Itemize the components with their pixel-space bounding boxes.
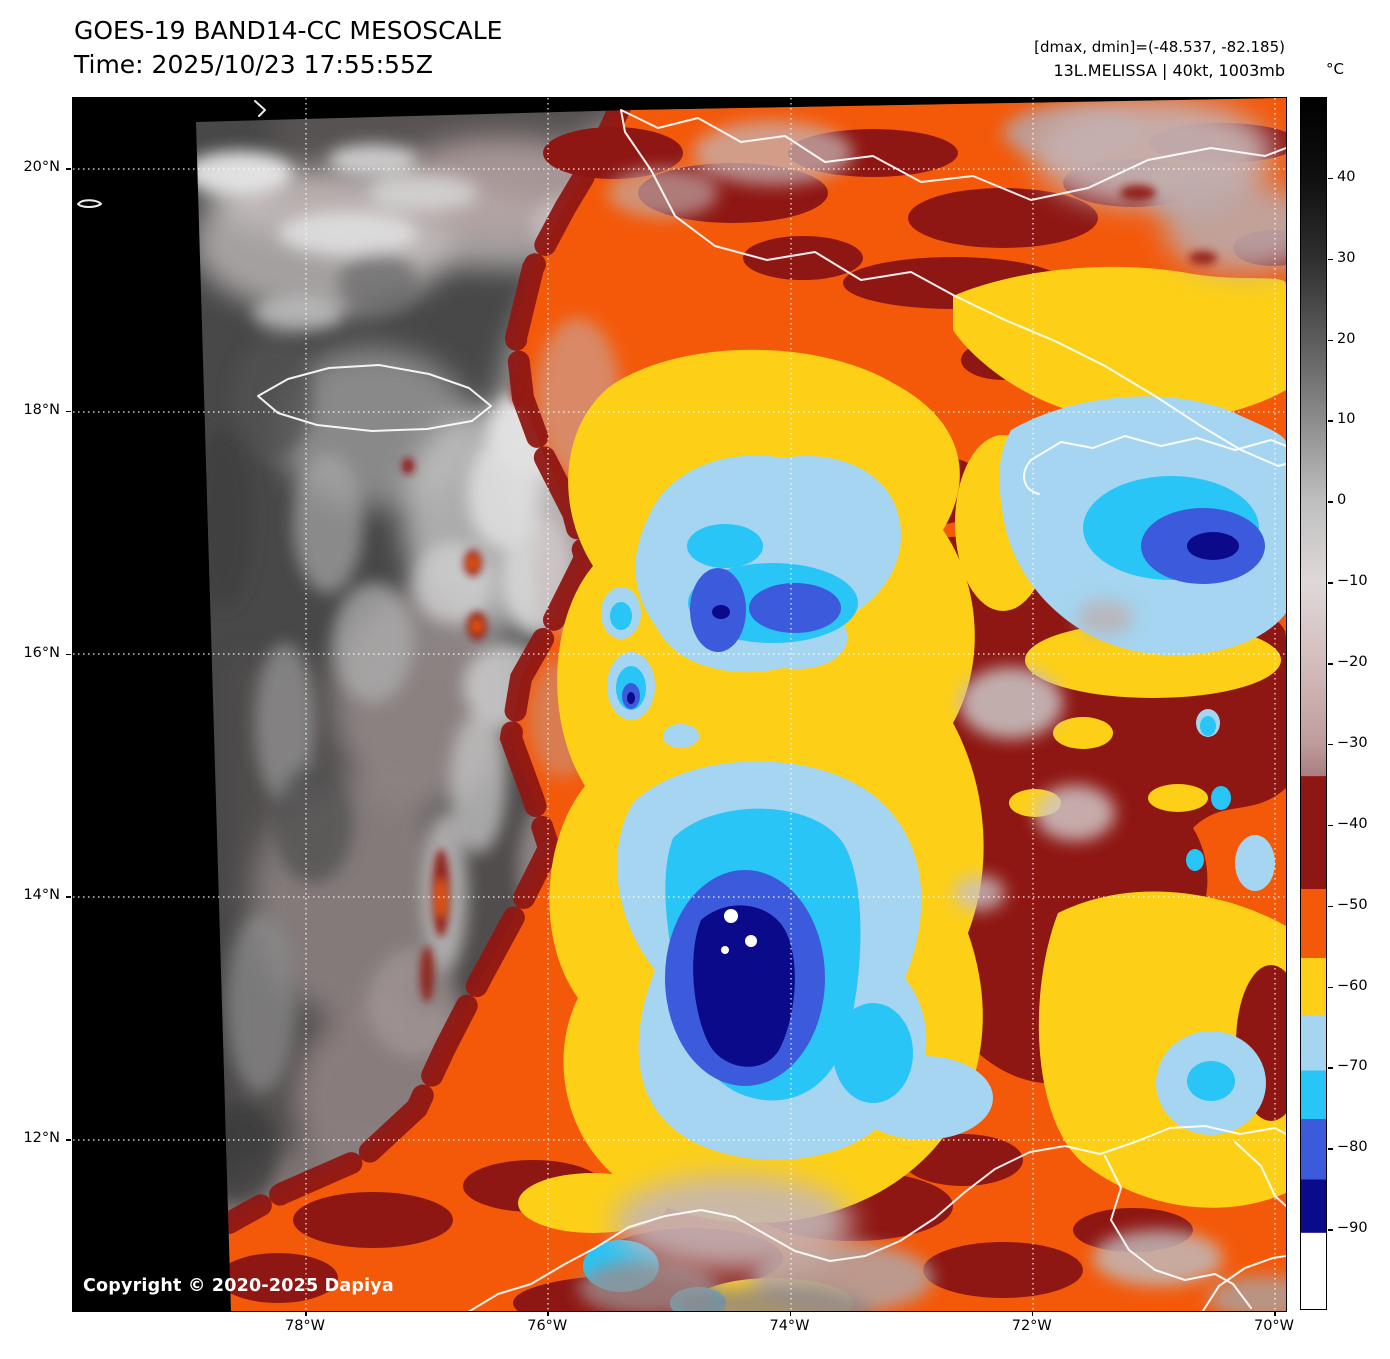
lat-tick-mark — [66, 1139, 71, 1141]
satellite-map: Copyright © 2020-2025 Dapiya — [72, 97, 1287, 1312]
storm-info: 13L.MELISSA | 40kt, 1003mb — [1053, 61, 1285, 80]
colorbar-tick-label: −30 — [1337, 734, 1368, 751]
copyright-text: Copyright © 2020-2025 Dapiya — [83, 1276, 394, 1296]
lat-tick-mark — [66, 410, 71, 413]
lat-tick-label: 12°N — [23, 1130, 60, 1146]
colorbar-tick-label: 40 — [1337, 168, 1356, 185]
info-text: [dmax, dmin]=(-48.537, -82.185) 13L.MELI… — [845, 36, 1285, 82]
lon-tick-label: 70°W — [1253, 1318, 1295, 1334]
lon-tick-label: 74°W — [769, 1318, 810, 1334]
lon-tick-mark — [1031, 1311, 1034, 1316]
colorbar-unit-label: °C — [1326, 60, 1344, 78]
colorbar-tick-label: −90 — [1337, 1220, 1368, 1237]
lon-tick-mark — [789, 1311, 791, 1316]
colorbar-tick-label: −50 — [1337, 896, 1368, 913]
colorbar-tick-label: −70 — [1337, 1058, 1368, 1075]
colorbar-tick-label: −10 — [1337, 573, 1368, 590]
satellite-imagery — [73, 98, 1286, 1311]
lon-tick-mark — [305, 1311, 307, 1316]
colorbar-axis: 40 30 20 10 0 −10 −20 −30 −40 −50 −60 −70 −80 −90 — [1327, 97, 1389, 1310]
colorbar-tick-mark — [1328, 339, 1333, 342]
colorbar-tick-mark — [1328, 501, 1333, 503]
colorbar-tick-mark — [1328, 1148, 1333, 1150]
colorbar-tick-mark — [1328, 258, 1333, 261]
longitude-axis: 78°W 76°W 74°W 72°W 70°W — [72, 1311, 1294, 1355]
colorbar-tick-label: −20 — [1337, 654, 1368, 671]
colorbar-tick-mark — [1328, 986, 1333, 989]
lon-tick-label: 78°W — [284, 1318, 326, 1334]
lat-tick-mark — [66, 653, 71, 655]
lat-tick-label: 20°N — [23, 159, 60, 175]
colorbar-tick-mark — [1328, 905, 1333, 908]
header-text: GOES-19 BAND14-CC MESOSCALE Time: 2025/1… — [74, 14, 502, 82]
colorbar — [1300, 97, 1327, 1310]
colorbar-tick-label: 10 — [1337, 411, 1356, 428]
lon-tick-mark — [1274, 1311, 1276, 1316]
lat-tick-label: 18°N — [23, 401, 60, 418]
colorbar-tick-label: −40 — [1337, 815, 1368, 832]
colorbar-tick-mark — [1328, 582, 1333, 584]
lat-tick-label: 16°N — [23, 644, 60, 661]
page-title: GOES-19 BAND14-CC MESOSCALE — [74, 16, 503, 45]
colorbar-tick-mark — [1328, 743, 1333, 746]
lat-tick-label: 14°N — [23, 887, 60, 904]
lon-tick-mark — [547, 1311, 549, 1316]
lat-tick-mark — [66, 896, 71, 898]
timestamp: Time: 2025/10/23 17:55:55Z — [74, 50, 433, 79]
lat-tick-mark — [66, 168, 71, 170]
lon-tick-label: 76°W — [527, 1318, 568, 1334]
colorbar-tick-mark — [1328, 824, 1333, 827]
colorbar-tick-mark — [1328, 663, 1333, 665]
colorbar-tick-label: −60 — [1337, 977, 1368, 994]
dmax-dmin-value: [dmax, dmin]=(-48.537, -82.185) — [1034, 38, 1285, 56]
colorbar-tick-label: −80 — [1337, 1139, 1368, 1156]
colorbar-tick-mark — [1328, 1229, 1333, 1231]
colorbar-tick-label: 20 — [1337, 330, 1356, 347]
colorbar-tick-label: 30 — [1337, 249, 1356, 266]
coastlines — [77, 100, 1286, 1311]
lon-tick-label: 72°W — [1011, 1318, 1052, 1334]
latitude-axis: 20°N 18°N 16°N 14°N 12°N — [0, 97, 72, 1310]
graticule — [73, 98, 1286, 1311]
colorbar-tick-mark — [1328, 1067, 1333, 1069]
colorbar-tick-mark — [1328, 177, 1333, 180]
colorbar-tick-mark — [1328, 420, 1333, 422]
colorbar-tick-label: 0 — [1337, 492, 1347, 509]
